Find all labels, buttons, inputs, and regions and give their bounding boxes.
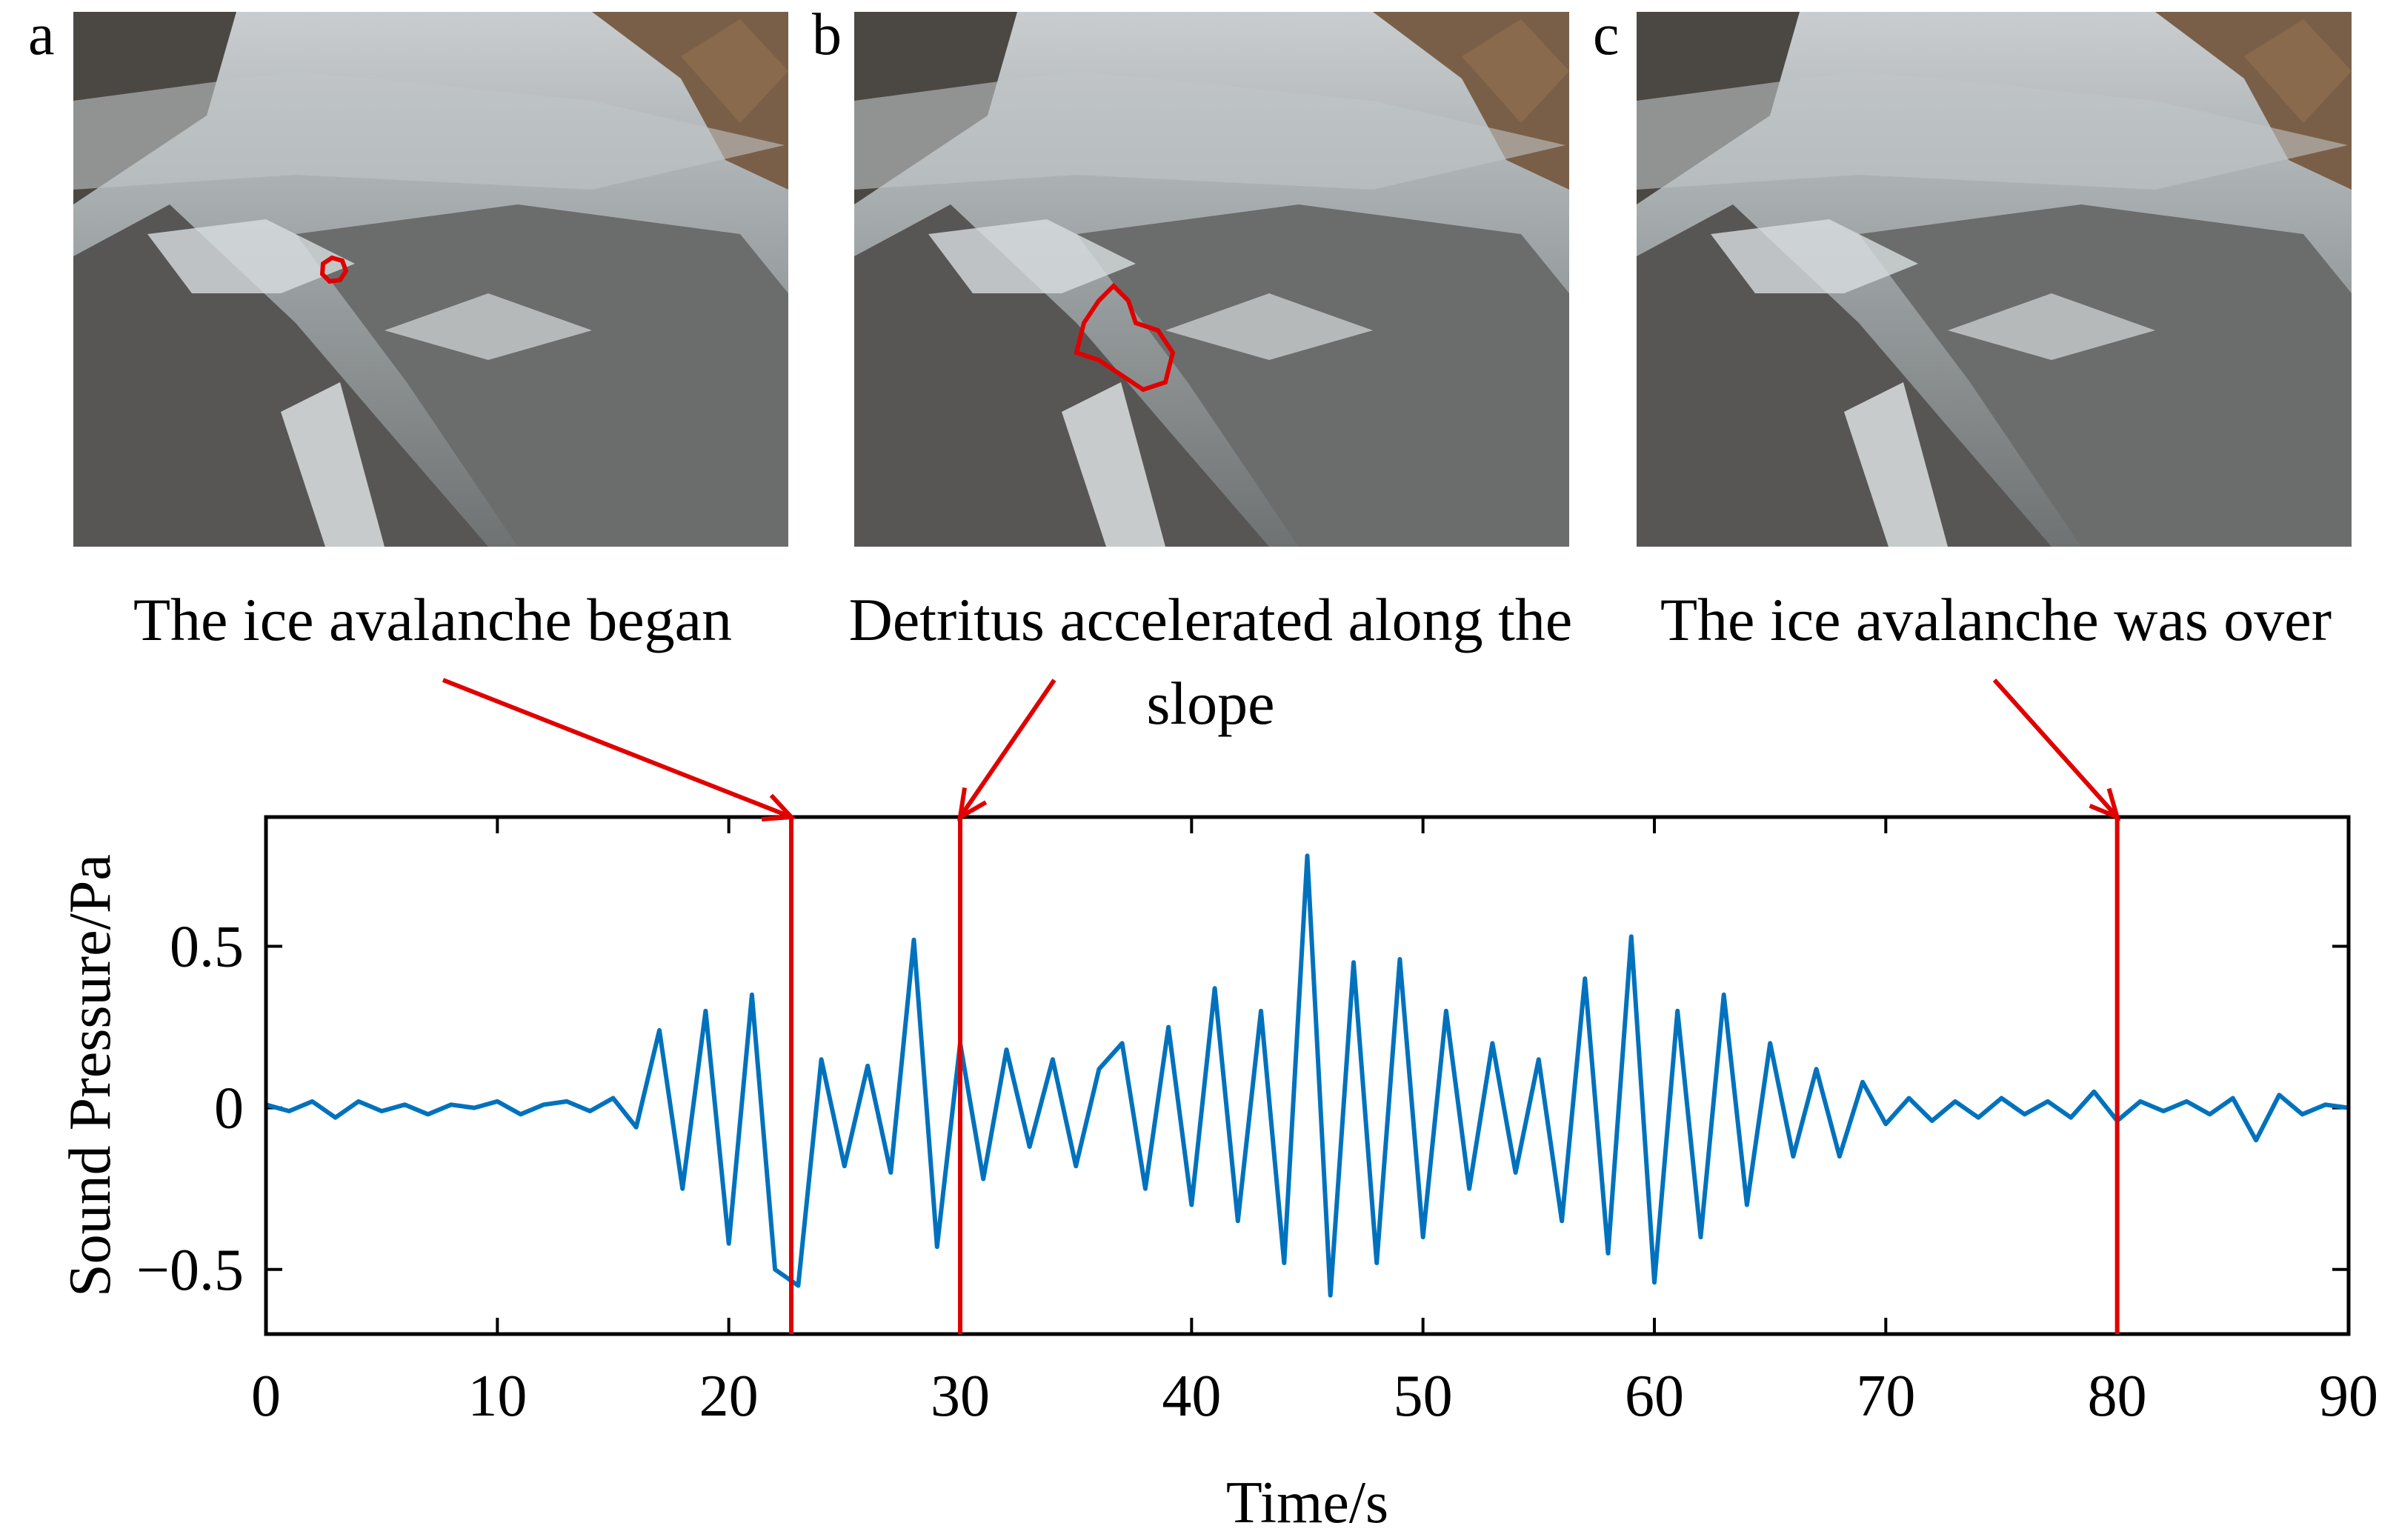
x-tick-label: 60 <box>1625 1364 1684 1429</box>
annotation: The ice avalanche began <box>133 586 733 653</box>
panel-letter: b <box>812 2 842 67</box>
x-tick-label: 40 <box>1162 1364 1221 1429</box>
panel-letter: a <box>28 2 55 67</box>
y-axis-label: Sound Pressure/Pa <box>58 854 123 1297</box>
y-tick-label: 0 <box>214 1076 244 1141</box>
x-tick-label: 0 <box>251 1364 281 1429</box>
photo-b <box>854 12 1569 547</box>
annotation-arrow <box>442 678 793 819</box>
annotation-arrowhead <box>2089 787 2121 821</box>
annotation: The ice avalanche was over <box>1660 586 2332 653</box>
x-tick-label: 50 <box>1394 1364 1453 1429</box>
x-tick-label: 80 <box>2088 1364 2147 1429</box>
annotation-arrow <box>1992 678 2119 819</box>
y-tick-label: −0.5 <box>136 1238 244 1303</box>
x-tick-label: 10 <box>467 1364 527 1429</box>
x-tick-label: 30 <box>931 1364 990 1429</box>
x-tick-label: 90 <box>2319 1364 2378 1429</box>
data-line <box>265 853 2349 1298</box>
photo-a <box>73 12 788 547</box>
annotation: Detritus accelerated along the slope <box>848 586 1573 737</box>
plot-frame <box>264 815 2351 1336</box>
x-axis-label: Time/s <box>1226 1470 1388 1536</box>
x-tick-label: 20 <box>699 1364 759 1429</box>
annotation-arrowhead <box>761 793 796 821</box>
annotation-arrow <box>958 679 1056 819</box>
annotation-arrowhead <box>957 787 988 821</box>
panel-letter: c <box>1593 2 1620 67</box>
y-tick-label: 0.5 <box>170 915 244 980</box>
x-tick-label: 70 <box>1856 1364 1915 1429</box>
photo-c <box>1637 12 2352 547</box>
